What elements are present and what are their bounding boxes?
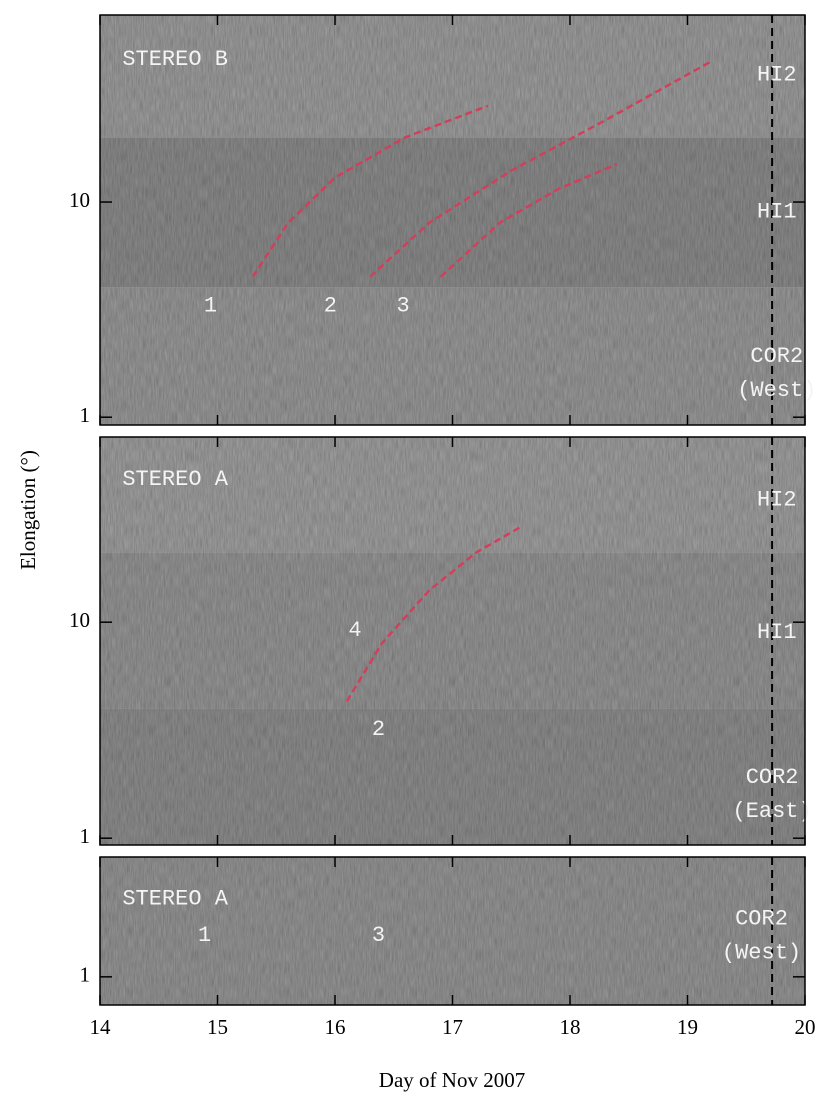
annotation: HI2 bbox=[757, 487, 797, 512]
annotation: HI1 bbox=[757, 620, 797, 645]
region bbox=[100, 137, 805, 288]
annotation: STEREO B bbox=[122, 47, 228, 72]
annotation: HI1 bbox=[757, 200, 797, 225]
x-tick-label: 15 bbox=[207, 1015, 228, 1039]
annotation: STEREO A bbox=[122, 467, 228, 492]
y-tick-label: 1 bbox=[80, 963, 91, 987]
annotation: COR2 bbox=[735, 907, 788, 932]
map-image bbox=[100, 857, 805, 1005]
panel: STEREO A COR2 (West) 1 3 1 14 15 16 17 18 19 20 bbox=[80, 856, 816, 1039]
x-tick-label: 16 bbox=[325, 1015, 346, 1039]
annotation: 1 bbox=[198, 923, 211, 948]
region bbox=[100, 437, 805, 553]
region bbox=[100, 552, 805, 709]
x-tick-label: 17 bbox=[442, 1015, 463, 1039]
track bbox=[369, 60, 712, 278]
annotation: 1 bbox=[204, 293, 217, 318]
annotation: 4 bbox=[348, 618, 361, 643]
region bbox=[100, 857, 805, 1005]
region bbox=[100, 15, 805, 138]
region bbox=[100, 287, 805, 425]
track bbox=[439, 162, 618, 278]
y-axis-label: Elongation (°) bbox=[16, 450, 40, 570]
annotation: (East) bbox=[732, 799, 811, 824]
y-tick-label: 10 bbox=[69, 608, 90, 632]
annotation: COR2 bbox=[750, 344, 803, 369]
x-tick-label: 14 bbox=[90, 1015, 112, 1039]
annotation: (West) bbox=[737, 378, 816, 403]
region bbox=[100, 708, 805, 845]
x-tick-label: 20 bbox=[795, 1015, 816, 1039]
y-tick-label: 1 bbox=[80, 403, 91, 427]
map-image bbox=[100, 15, 805, 425]
y-tick-label: 1 bbox=[80, 824, 91, 848]
x-tick-label: 18 bbox=[560, 1015, 581, 1039]
x-axis-label: Day of Nov 2007 bbox=[379, 1068, 525, 1092]
map-image bbox=[100, 437, 805, 845]
annotation: 2 bbox=[324, 293, 337, 318]
x-tick-label: 19 bbox=[677, 1015, 698, 1039]
y-tick-label: 10 bbox=[69, 188, 90, 212]
annotation: COR2 bbox=[746, 765, 799, 790]
annotation: (West) bbox=[722, 941, 801, 966]
annotation: 3 bbox=[397, 293, 410, 318]
annotation: 2 bbox=[372, 717, 385, 742]
annotation: HI2 bbox=[757, 63, 797, 88]
annotation: 3 bbox=[372, 923, 385, 948]
panel: STEREO A HI2 HI1 COR2 (East) 4 2 1 10 bbox=[69, 436, 812, 848]
panel: STEREO B HI2 HI1 COR2 (West) 1 2 3 1 10 bbox=[69, 14, 816, 427]
annotation: STEREO A bbox=[122, 887, 228, 912]
track bbox=[345, 524, 524, 703]
